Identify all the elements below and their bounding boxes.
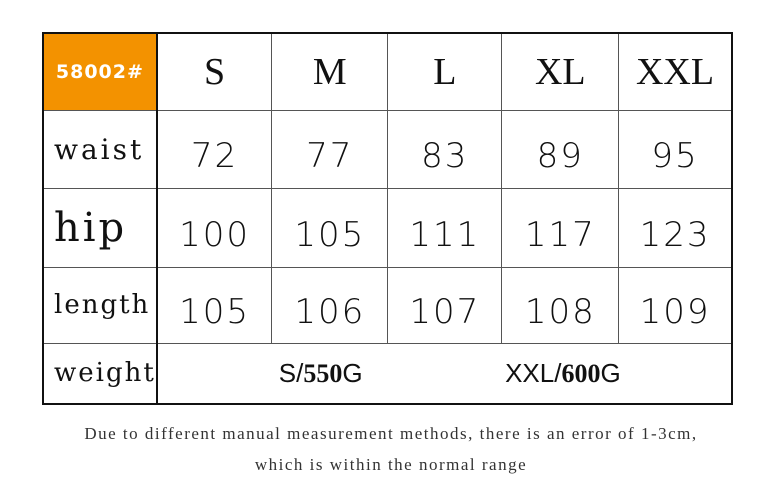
cell: 95 (618, 109, 733, 189)
product-code: 58002# (42, 32, 158, 111)
cell: 72 (156, 109, 273, 189)
row-label-hip: hip (42, 187, 158, 268)
table-row: length 105 106 107 108 109 (42, 266, 733, 344)
size-header: S (156, 32, 273, 111)
weight-xxl-unit: G (600, 357, 621, 388)
weight-xxl: XXL/600G (453, 358, 673, 389)
weight-row: weight S/550G XXL/600G (42, 342, 733, 405)
row-label-length: length (42, 266, 158, 344)
cell: 123 (618, 187, 733, 268)
size-header: M (271, 32, 389, 111)
weight-xxl-prefix: XXL/ (505, 357, 562, 388)
note-line-1: Due to different manual measurement meth… (84, 424, 698, 443)
cell: 89 (501, 109, 620, 189)
size-header: XXL (618, 32, 733, 111)
table-row: waist 72 77 83 89 95 (42, 109, 733, 189)
header-row: 58002# S M L XL XXL (42, 32, 733, 111)
cell: 83 (387, 109, 503, 189)
size-header: L (387, 32, 503, 111)
table-row: hip 100 105 111 117 123 (42, 187, 733, 268)
cell: 77 (271, 109, 389, 189)
cell: 109 (618, 266, 733, 344)
row-label-waist: waist (42, 109, 158, 189)
note-line-2: which is within the normal range (254, 455, 528, 474)
cell: 106 (271, 266, 389, 344)
weight-s-value: 550 (303, 358, 343, 388)
weight-s-prefix: S/ (278, 357, 304, 388)
cell: 100 (156, 187, 273, 268)
cell: 117 (501, 187, 620, 268)
weight-cell: S/550G XXL/600G (156, 342, 733, 405)
cell: 105 (271, 187, 389, 268)
weight-s: S/550G (196, 358, 446, 389)
weight-s-unit: G (342, 357, 363, 388)
cell: 107 (387, 266, 503, 344)
size-chart-table: 58002# S M L XL XXL waist 72 77 83 89 95… (42, 32, 733, 405)
cell: 105 (156, 266, 273, 344)
weight-xxl-value: 600 (561, 358, 601, 388)
cell: 111 (387, 187, 503, 268)
size-header: XL (501, 32, 620, 111)
row-label-weight: weight (42, 342, 158, 405)
cell: 108 (501, 266, 620, 344)
